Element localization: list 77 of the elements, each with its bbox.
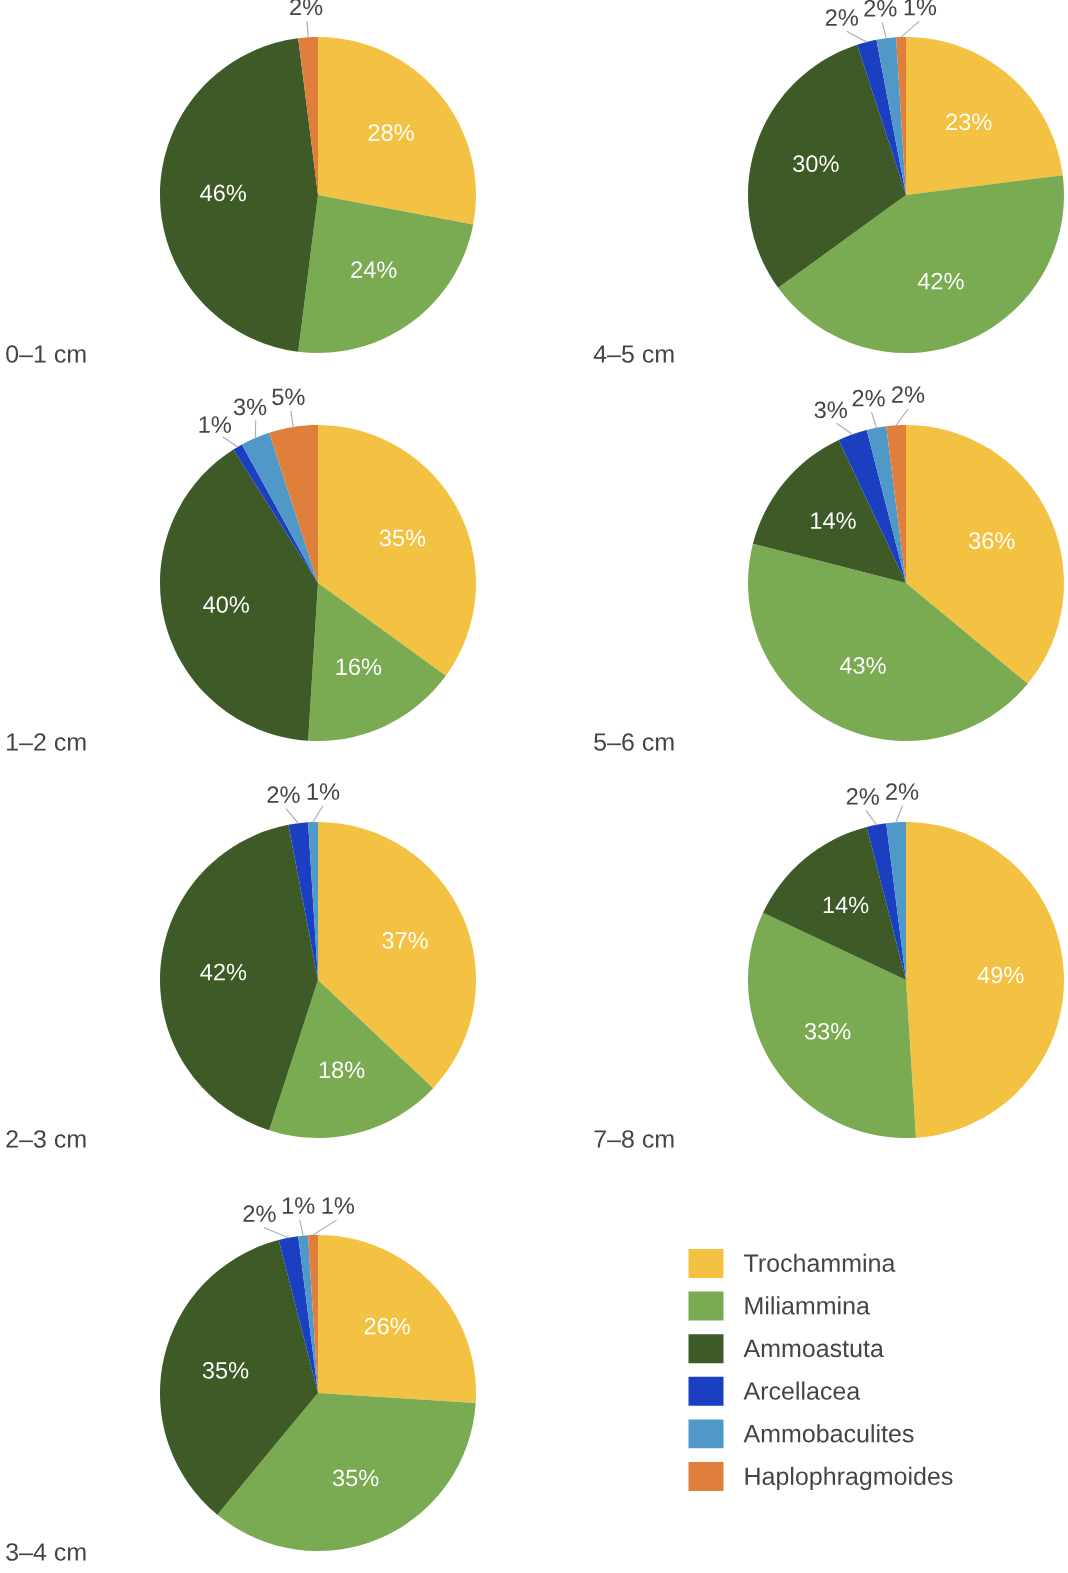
- data-label: 35%: [202, 1361, 249, 1379]
- data-label: 43%: [839, 657, 886, 674]
- pie-slice: [752, 440, 906, 583]
- pie-slice: [160, 449, 318, 741]
- data-label: 36%: [969, 532, 1015, 549]
- pie-slice: [160, 824, 318, 1131]
- text: 4–5 cm: [593, 345, 674, 363]
- pie-slice: [318, 425, 476, 676]
- data-label: 1%: [322, 1197, 355, 1214]
- legend-label: Ammoastuta: [743, 1339, 884, 1358]
- data-label: 28%: [368, 124, 414, 141]
- legend-label: Trochammina: [744, 1253, 896, 1272]
- legend-label: Haplophragmoides: [745, 1466, 953, 1491]
- pie-slice: [160, 1239, 318, 1515]
- pie-slice: [278, 1236, 318, 1393]
- pie-slice: [748, 912, 916, 1138]
- text: 2–3 cm: [6, 1130, 86, 1148]
- pie-slice: [318, 37, 476, 225]
- data-label: 2%: [852, 389, 885, 407]
- pie-slice: [906, 425, 1064, 684]
- pie-slice: [906, 37, 1063, 195]
- pie-slice: [298, 195, 474, 353]
- data-label: 40%: [203, 596, 249, 613]
- pie-slice: [217, 1393, 476, 1551]
- data-label: 2%: [846, 788, 879, 805]
- data-label: 14%: [811, 512, 856, 529]
- data-label: 2%: [243, 1205, 276, 1222]
- data-label: 37%: [382, 931, 428, 949]
- pie-slice: [876, 37, 906, 195]
- text: 5–6 cm: [594, 733, 674, 751]
- pie-slice: [748, 44, 906, 288]
- data-label: 1%: [307, 783, 340, 800]
- pie-slice: [269, 425, 318, 583]
- data-label: 16%: [336, 658, 382, 676]
- data-label: 3%: [233, 398, 267, 416]
- data-label: 49%: [977, 966, 1024, 984]
- data-label: 30%: [793, 155, 839, 173]
- text: 0–1 cm: [6, 345, 86, 363]
- pie-slice: [857, 39, 906, 195]
- data-label: 1%: [282, 1197, 315, 1214]
- data-label: 26%: [364, 1317, 410, 1335]
- data-label: 24%: [351, 261, 397, 278]
- pie-slice: [233, 444, 318, 583]
- pie-slice: [318, 822, 476, 1089]
- data-label: 33%: [804, 1022, 851, 1040]
- data-label: 2%: [892, 386, 925, 403]
- data-label: 1%: [199, 416, 231, 433]
- data-label: 2%: [267, 786, 300, 803]
- pie-slice: [288, 822, 318, 980]
- pie-slice: [866, 426, 906, 583]
- data-label: 42%: [917, 272, 964, 290]
- legend-label: Ammobaculites: [743, 1424, 914, 1443]
- pie-slice: [906, 822, 1064, 1138]
- text: 3–4 cm: [6, 1543, 86, 1561]
- data-label: 3%: [814, 401, 847, 419]
- legend-label: Arcellacea: [743, 1381, 861, 1400]
- legend-label: Miliammina: [745, 1296, 870, 1315]
- data-label: 5%: [272, 388, 305, 406]
- data-label: 46%: [200, 184, 246, 202]
- data-label: 2%: [825, 9, 858, 26]
- data-label: 35%: [379, 529, 426, 547]
- data-label: 14%: [823, 896, 869, 914]
- text: 1–2 cm: [7, 733, 86, 751]
- pie-slice: [778, 175, 1064, 353]
- pie-slice: [763, 826, 906, 980]
- data-label: 2%: [886, 783, 919, 800]
- data-label: 23%: [946, 113, 992, 131]
- pie-slice: [241, 432, 318, 583]
- data-label: 42%: [200, 963, 247, 981]
- pie-slice: [269, 980, 434, 1138]
- data-label: 35%: [332, 1469, 379, 1487]
- pie-slice: [308, 583, 446, 741]
- pie-slice: [318, 1235, 476, 1403]
- data-label: 18%: [319, 1061, 365, 1079]
- pie-slice: [160, 38, 318, 352]
- data-label: 2%: [864, 0, 897, 17]
- text: 7–8 cm: [594, 1130, 674, 1148]
